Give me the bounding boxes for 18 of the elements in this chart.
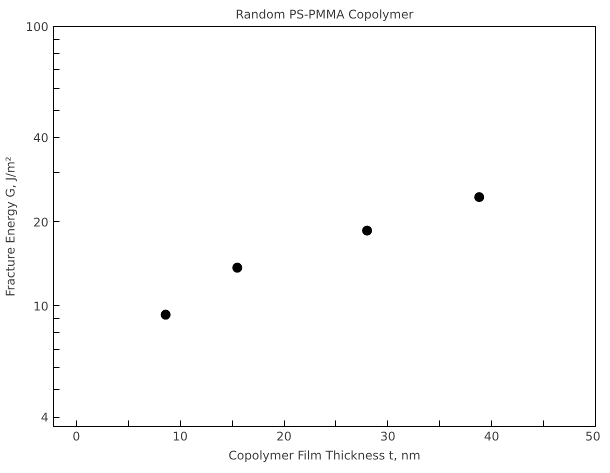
y-tick-label: 20	[33, 215, 49, 230]
x-tick-label: 40	[484, 430, 500, 444]
x-tick-label: 0	[72, 430, 80, 444]
x-tick-label: 10	[172, 430, 188, 444]
chart-title: Random PS-PMMA Copolymer	[236, 8, 414, 22]
y-tick-label: 4	[40, 410, 49, 425]
y-axis-title: Fracture Energy G, J/m²	[4, 156, 18, 296]
y-tick-label: 10	[33, 299, 49, 314]
y-tick-label: 40	[33, 131, 49, 146]
point	[232, 262, 242, 273]
x-axis-title: Copolymer Film Thickness t, nm	[228, 448, 420, 462]
x-tick-label: 20	[276, 430, 292, 444]
x-tick-label: 50	[585, 430, 601, 444]
point	[474, 192, 484, 202]
x-tick-label: 30	[380, 430, 396, 444]
y-tick-label: 100	[26, 20, 48, 34]
point	[160, 310, 171, 320]
point	[362, 226, 372, 236]
